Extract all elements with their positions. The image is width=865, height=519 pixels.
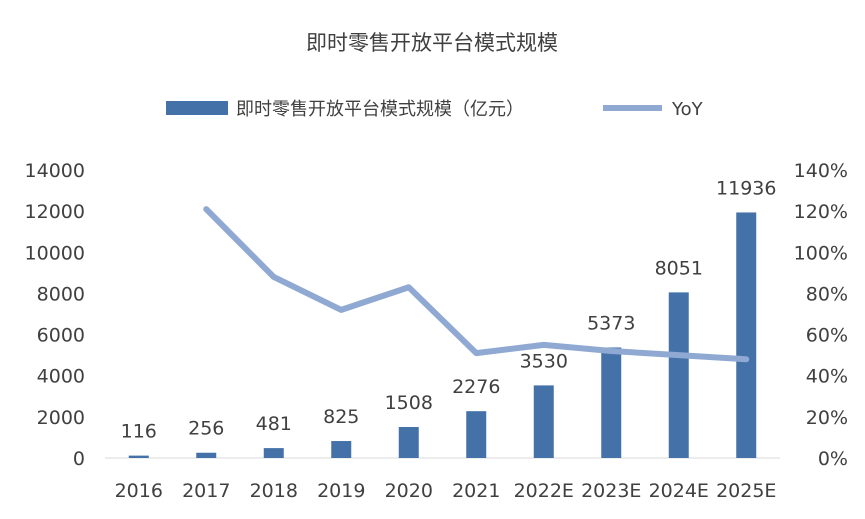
x-tick-label: 2017 (182, 480, 230, 502)
bar-data-label: 3530 (520, 350, 568, 372)
bar-2023E (601, 347, 622, 458)
right-y-tick-label: 60% (806, 325, 848, 347)
bar-2019 (331, 441, 352, 458)
bar-2025E (736, 212, 757, 458)
bar-data-label: 256 (188, 418, 224, 440)
left-y-tick-label: 8000 (37, 283, 85, 305)
x-tick-label: 2024E (649, 480, 709, 502)
x-tick-label: 2020 (385, 480, 433, 502)
bar-data-labels: 116 256 481 825 1508 2276 3530 5373 8051 11936 (121, 177, 777, 442)
left-y-tick-label: 4000 (37, 366, 85, 388)
bar-data-label: 825 (323, 406, 359, 428)
left-y-tick-label: 6000 (37, 325, 85, 347)
x-tick-label: 2021 (452, 480, 500, 502)
bar-2021 (466, 411, 487, 458)
x-tick-label: 2025E (716, 480, 776, 502)
bar-series (128, 212, 757, 458)
legend-bar-swatch (166, 101, 228, 115)
bar-data-label: 481 (256, 413, 292, 435)
chart-title: 即时零售开放平台模式规模 (306, 31, 558, 55)
left-y-tick-label: 12000 (25, 201, 85, 223)
right-y-axis-ticks: 0% 20% 40% 60% 80% 100% 120% 140% (794, 160, 848, 470)
right-y-tick-label: 0% (818, 448, 848, 470)
left-y-tick-label: 10000 (25, 242, 85, 264)
bar-data-label: 1508 (385, 392, 433, 414)
x-tick-label: 2016 (115, 480, 163, 502)
bar-2017 (196, 452, 217, 458)
right-y-tick-label: 20% (806, 407, 848, 429)
bar-2024E (668, 292, 689, 458)
right-y-tick-label: 80% (806, 283, 848, 305)
bar-data-label: 8051 (655, 257, 703, 279)
bar-2022E (533, 385, 554, 458)
bar-data-label: 116 (121, 421, 157, 443)
legend-line-label: YoY (671, 99, 704, 120)
right-y-tick-label: 140% (794, 160, 848, 182)
x-axis-ticks: 2016 2017 2018 2019 2020 2021 2022E 2023E 2024E 2… (115, 480, 777, 502)
legend-bar-label: 即时零售开放平台模式规模（亿元） (236, 99, 524, 120)
yoy-line (203, 206, 750, 363)
right-y-tick-label: 120% (794, 201, 848, 223)
yoy-line-series (203, 206, 750, 363)
left-y-tick-label: 14000 (25, 160, 85, 182)
bar-data-label: 11936 (716, 177, 776, 199)
right-y-tick-label: 100% (794, 242, 848, 264)
bar-data-label: 5373 (587, 312, 635, 334)
x-tick-label: 2019 (317, 480, 365, 502)
left-y-tick-label: 2000 (37, 407, 85, 429)
bar-2016 (128, 455, 149, 458)
x-tick-label: 2018 (250, 480, 298, 502)
bar-2018 (263, 448, 284, 458)
left-y-tick-label: 0 (73, 448, 85, 470)
bar-data-label: 2276 (452, 376, 500, 398)
right-y-tick-label: 40% (806, 366, 848, 388)
bar-2020 (398, 426, 419, 458)
x-tick-label: 2023E (581, 480, 641, 502)
left-y-axis-ticks: 0 2000 4000 6000 8000 10000 12000 14000 (25, 160, 85, 470)
x-tick-label: 2022E (514, 480, 574, 502)
legend: 即时零售开放平台模式规模（亿元） YoY (166, 99, 704, 120)
